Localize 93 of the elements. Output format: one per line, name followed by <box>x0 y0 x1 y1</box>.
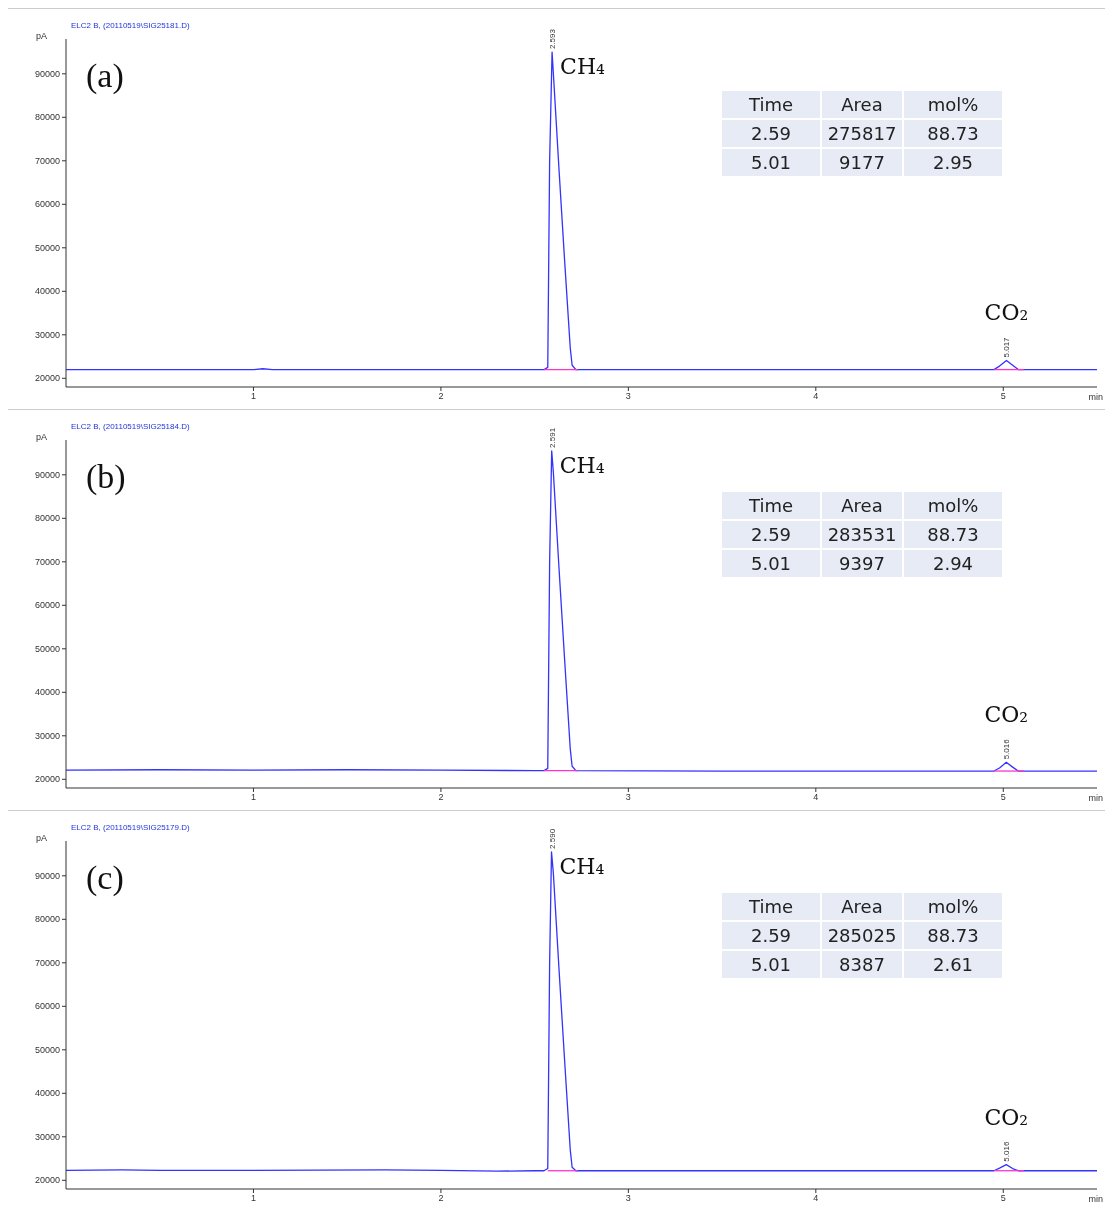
annotation: 5.01 <box>722 550 820 577</box>
y-tick-label: 90000 <box>34 870 60 881</box>
x-tick-label: 3 <box>625 391 631 402</box>
x-tick-label: 4 <box>813 792 819 803</box>
x-tick-label: 1 <box>250 792 256 803</box>
x-tick-label: 5 <box>1000 1193 1006 1204</box>
x-tick-label: 2 <box>438 792 444 803</box>
line-series <box>66 51 1097 371</box>
x-tick-label: 1 <box>250 1193 256 1204</box>
x-tick-label: 3 <box>625 792 631 803</box>
annotation: 2.593 <box>548 28 558 50</box>
annotation: 2.59 <box>722 120 820 147</box>
annotation: 2.59 <box>722 521 820 548</box>
y-tick-label: 20000 <box>34 373 60 384</box>
y-tick-label: 40000 <box>34 687 60 698</box>
annotation: 88.73 <box>904 922 1002 949</box>
y-tick-label: 70000 <box>34 556 60 567</box>
annotation: Area <box>822 91 902 118</box>
x-axis-title: min <box>1088 392 1103 402</box>
y-tick-label: 40000 <box>34 1088 60 1099</box>
y-tick-label: 50000 <box>34 243 60 253</box>
y-tick-label: 60000 <box>34 199 60 210</box>
annotation: Area <box>822 893 902 920</box>
annotation: CH₄ <box>560 54 606 80</box>
y-tick-label: 60000 <box>34 1001 60 1012</box>
x-axis-title: min <box>1088 1194 1103 1204</box>
y-tick-label: 50000 <box>34 643 60 654</box>
y-tick-label: 30000 <box>34 1131 60 1142</box>
y-tick-label: 80000 <box>34 513 60 524</box>
annotation: Time <box>722 492 820 519</box>
y-tick-label: 40000 <box>34 286 60 297</box>
annotation: 5.01 <box>722 149 820 176</box>
y-tick-label: 60000 <box>34 600 60 611</box>
annotation: 285025 <box>822 922 902 949</box>
x-tick-label: 2 <box>438 1193 444 1204</box>
annotation: 8387 <box>822 951 902 978</box>
annotation: Time <box>722 893 820 920</box>
annotation: 2.94 <box>904 550 1002 577</box>
annotation: 88.73 <box>904 120 1002 147</box>
text: ELC2 B, (20110519\SIG25179.D) <box>71 823 190 832</box>
y-tick-label: 70000 <box>34 156 60 166</box>
annotation: 5.016 <box>1002 738 1012 760</box>
y-axis-title: pA <box>36 833 48 843</box>
y-tick-label: 50000 <box>34 1044 60 1055</box>
annotation: 9177 <box>822 149 902 176</box>
line-series <box>66 450 1097 772</box>
y-tick-label: 90000 <box>34 69 60 79</box>
x-tick-label: 4 <box>813 1193 819 1204</box>
x-tick-label: 1 <box>250 391 256 402</box>
annotation: (a) <box>86 57 124 95</box>
annotation: 2.61 <box>904 951 1002 978</box>
annotation: CH₄ <box>559 452 605 478</box>
y-tick-label: 30000 <box>34 730 60 741</box>
y-tick-label: 20000 <box>34 774 60 785</box>
annotation: CO₂ <box>984 702 1029 728</box>
annotation: 5.017 <box>1002 336 1012 358</box>
y-tick-label: 80000 <box>34 112 60 123</box>
y-tick-label: 70000 <box>34 957 60 968</box>
line-series <box>66 851 1097 1172</box>
annotation: CH₄ <box>559 853 605 879</box>
y-tick-label: 20000 <box>34 1175 60 1186</box>
text: ELC2 B, (20110519\SIG25184.D) <box>71 422 190 431</box>
text: ELC2 B, (20110519\SIG25181.D) <box>71 21 190 30</box>
annotation: 275817 <box>822 120 902 147</box>
annotation: 2.590 <box>547 828 557 849</box>
annotation: Time <box>722 91 820 118</box>
annotation: Area <box>822 492 902 519</box>
y-axis-title: pA <box>36 432 48 442</box>
annotation: CO₂ <box>984 300 1029 326</box>
annotation: mol% <box>904 91 1002 118</box>
annotation: (b) <box>86 458 126 496</box>
x-tick-label: 3 <box>625 1193 631 1204</box>
annotation: 2.95 <box>904 149 1002 176</box>
annotation: 88.73 <box>904 521 1002 548</box>
x-tick-label: 5 <box>1000 391 1006 402</box>
annotation: mol% <box>904 492 1002 519</box>
annotation: (c) <box>86 859 124 897</box>
annotation: 283531 <box>822 521 902 548</box>
x-tick-label: 5 <box>1000 792 1006 803</box>
annotation: 2.59 <box>722 922 820 949</box>
x-tick-label: 2 <box>438 391 444 402</box>
annotation: mol% <box>904 893 1002 920</box>
y-axis-title: pA <box>36 31 48 41</box>
annotation: CO₂ <box>984 1104 1029 1130</box>
y-tick-label: 30000 <box>34 329 60 340</box>
x-tick-label: 4 <box>813 391 819 402</box>
y-tick-label: 80000 <box>34 914 60 925</box>
annotation: 5.01 <box>722 951 820 978</box>
x-axis-title: min <box>1088 793 1103 803</box>
annotation: 5.016 <box>1002 1141 1012 1162</box>
annotation: 9397 <box>822 550 902 577</box>
annotation: 2.591 <box>547 427 557 448</box>
y-tick-label: 90000 <box>34 469 60 480</box>
